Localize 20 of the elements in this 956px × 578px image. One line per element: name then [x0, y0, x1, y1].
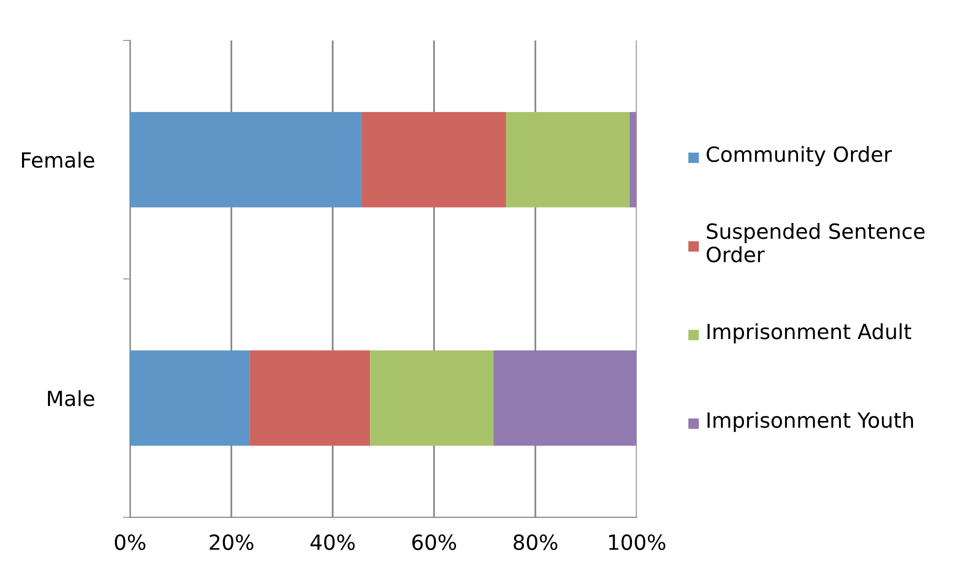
bar [362, 112, 506, 208]
legend-label: Imprisonment Youth [708, 412, 913, 432]
bar [250, 350, 370, 446]
bar [130, 350, 250, 446]
x-tick-label: 20% [210, 534, 254, 550]
bar [493, 350, 637, 446]
x-tick-label: 100% [609, 534, 666, 550]
legend-label: Community Order [706, 146, 892, 166]
y-tick-label: Female [22, 152, 94, 168]
y-tick-label: Male [48, 390, 94, 406]
legend-label: Imprisonment Adult [708, 323, 912, 344]
bar [506, 112, 630, 208]
bar [130, 112, 362, 208]
bar [630, 112, 637, 208]
legend-label: Suspended Sentence Order [706, 222, 925, 262]
bar [370, 350, 494, 446]
x-tick-label: 0% [114, 534, 146, 550]
x-tick-label: 40% [310, 534, 355, 550]
x-tick-label: 80% [514, 534, 558, 550]
x-tick-label: 60% [412, 534, 456, 550]
